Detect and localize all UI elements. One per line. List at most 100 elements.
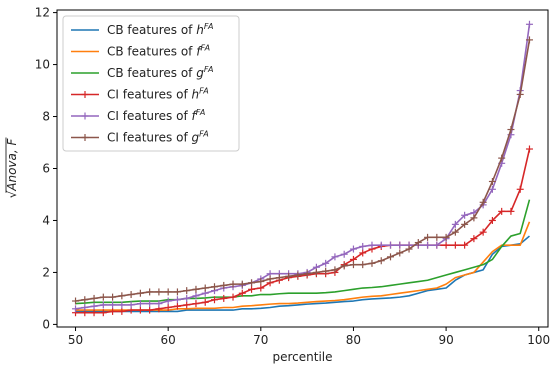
data-point	[99, 301, 107, 309]
data-point	[312, 268, 320, 276]
data-point	[387, 253, 395, 261]
data-point	[396, 249, 404, 257]
series-group	[72, 20, 533, 317]
data-point	[507, 207, 515, 215]
data-point	[146, 288, 154, 296]
data-point	[525, 20, 533, 28]
y-axis-label-text: √Anova, F	[5, 138, 19, 199]
data-point	[359, 261, 367, 269]
legend-label: CI features of fFA	[107, 108, 205, 123]
data-point	[442, 241, 450, 249]
data-point	[470, 235, 478, 243]
data-point	[498, 207, 506, 215]
data-point	[173, 302, 181, 310]
data-point	[90, 309, 98, 317]
data-point	[127, 291, 135, 299]
data-point	[451, 220, 459, 228]
data-point	[331, 253, 339, 261]
data-point	[192, 300, 200, 308]
data-point	[461, 211, 469, 219]
data-point	[387, 241, 395, 249]
data-point	[488, 185, 496, 193]
data-point	[72, 297, 80, 305]
legend-item: CI features of hFA	[71, 87, 209, 102]
x-tick-label: 80	[346, 333, 361, 347]
data-point	[155, 288, 163, 296]
data-point	[220, 281, 228, 289]
data-point	[99, 293, 107, 301]
data-point	[359, 242, 367, 250]
data-point	[81, 304, 89, 312]
data-point	[192, 285, 200, 293]
data-point	[248, 285, 256, 293]
data-point	[81, 296, 89, 304]
data-point	[377, 257, 385, 265]
y-axis-label-base: Anova, F	[5, 138, 19, 192]
legend-item: CI features of fFA	[71, 108, 205, 123]
data-point	[368, 259, 376, 267]
y-tick-label: 2	[42, 265, 50, 279]
data-point	[396, 241, 404, 249]
data-point	[136, 289, 144, 297]
data-point	[136, 300, 144, 308]
legend-label: CB features of fFA	[107, 44, 210, 59]
data-point	[275, 274, 283, 282]
legend-label: CB features of gFA	[107, 65, 213, 80]
series-line	[75, 148, 531, 314]
y-axis: 0 2 4 6 8 10 12	[35, 6, 57, 331]
data-point	[349, 245, 357, 253]
data-point	[109, 293, 117, 301]
legend: CB features of hFA CB features of fFA CB f…	[62, 15, 240, 152]
data-point	[266, 275, 274, 283]
data-point	[164, 297, 172, 305]
data-point	[238, 280, 246, 288]
data-point	[220, 294, 228, 302]
data-point	[451, 241, 459, 249]
data-point	[90, 294, 98, 302]
data-point	[201, 284, 209, 292]
data-point	[118, 307, 126, 315]
data-point	[155, 300, 163, 308]
data-point	[322, 267, 330, 275]
y-tick-label: 4	[42, 213, 50, 227]
data-point	[210, 296, 218, 304]
data-point	[479, 198, 487, 206]
data-point	[322, 259, 330, 267]
data-point	[442, 233, 450, 241]
data-point	[424, 233, 432, 241]
data-point	[257, 284, 265, 292]
data-point	[405, 245, 413, 253]
data-point	[433, 241, 441, 249]
data-point	[229, 280, 237, 288]
data-point	[340, 250, 348, 258]
data-point	[451, 228, 459, 236]
data-point	[340, 262, 348, 270]
legend-item: CB features of fFA	[71, 44, 210, 59]
data-point	[248, 279, 256, 287]
data-point	[72, 305, 80, 313]
data-point	[303, 270, 311, 278]
data-point	[461, 241, 469, 249]
series-5	[72, 20, 533, 313]
data-point	[488, 177, 496, 185]
y-tick-label: 8	[42, 110, 50, 124]
series-line	[75, 235, 530, 313]
data-point	[414, 239, 422, 247]
data-point	[359, 249, 367, 257]
data-point	[498, 154, 506, 162]
data-point	[424, 241, 432, 249]
data-point	[433, 233, 441, 241]
data-point	[192, 292, 200, 300]
data-point	[368, 241, 376, 249]
x-axis: 50 60 70 80 90 100	[68, 327, 550, 347]
series-6	[72, 36, 533, 305]
x-axis-label: percentile	[272, 350, 332, 364]
data-point	[183, 294, 191, 302]
y-tick-label: 6	[42, 162, 50, 176]
legend-label: CB features of hFA	[107, 22, 213, 37]
data-point	[516, 185, 524, 193]
data-point	[294, 271, 302, 279]
legend-frame	[62, 15, 240, 152]
data-point	[127, 301, 135, 309]
